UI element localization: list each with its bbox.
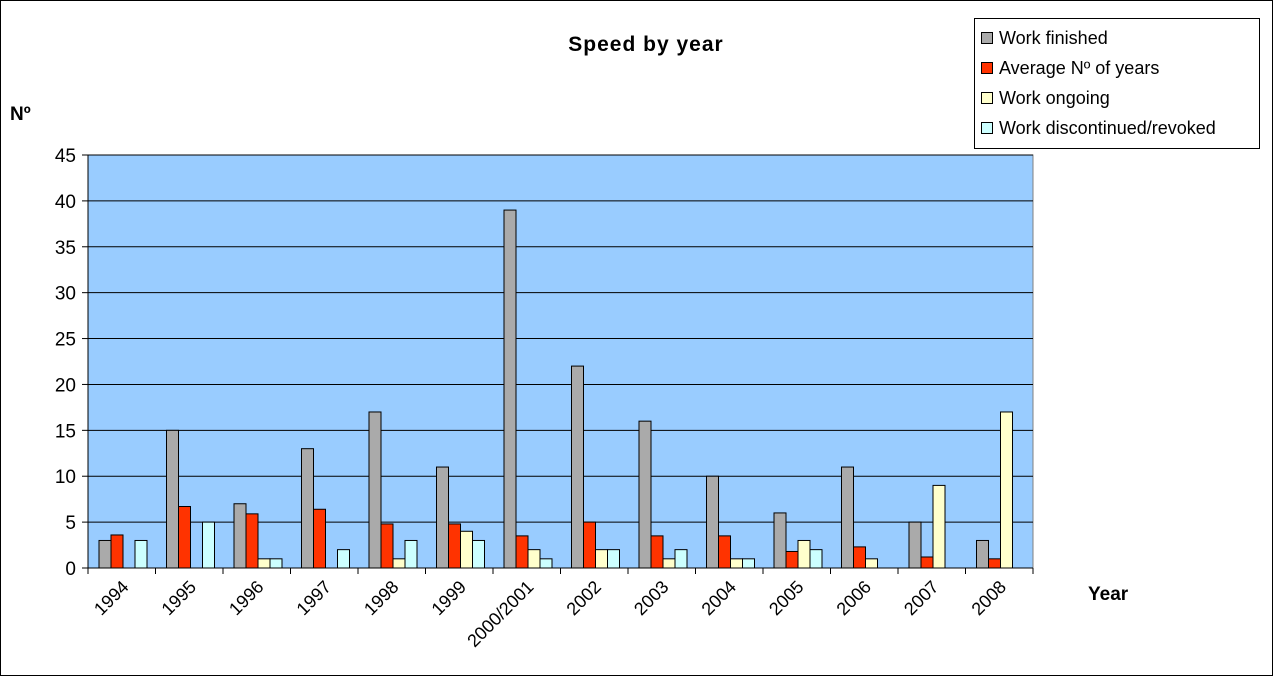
bar — [134, 539, 148, 569]
bar — [571, 365, 584, 569]
legend-swatch — [981, 122, 993, 134]
bar — [920, 556, 934, 569]
bar — [853, 546, 866, 569]
legend-swatch — [981, 92, 993, 104]
bar — [337, 549, 350, 569]
bar — [638, 420, 652, 569]
y-tick-label: 0 — [65, 559, 76, 580]
x-tick-label: 2002 — [563, 577, 605, 619]
bar — [841, 466, 854, 569]
y-axis-label: Nº — [10, 104, 31, 125]
y-tick-label: 15 — [55, 421, 76, 442]
x-tick-label: 2007 — [900, 577, 942, 619]
x-tick-label: 1994 — [90, 577, 132, 619]
x-tick-label: 1997 — [293, 577, 335, 619]
bar — [742, 558, 755, 569]
legend-label: Work finished — [999, 27, 1108, 48]
bar — [595, 549, 608, 569]
bar — [718, 535, 731, 569]
bar — [448, 523, 461, 569]
y-tick-label: 10 — [55, 467, 76, 488]
y-tick-label: 25 — [55, 330, 76, 351]
x-tick-label: 2003 — [630, 577, 672, 619]
x-axis-label: Year — [1088, 584, 1129, 605]
x-tick-label: 1996 — [225, 577, 267, 619]
legend-label: Work discontinued/revoked — [999, 117, 1216, 138]
legend-label: Average Nº of years — [999, 57, 1160, 78]
bar — [865, 558, 878, 569]
x-tick-label: 2005 — [765, 577, 807, 619]
bar — [368, 411, 382, 569]
bar — [662, 558, 676, 569]
bar — [257, 558, 271, 569]
bar — [650, 535, 664, 569]
bar — [908, 521, 922, 569]
legend-swatch — [981, 62, 993, 74]
bar — [797, 539, 811, 569]
chart-title: Speed by year — [568, 33, 723, 56]
y-tick-label: 35 — [55, 238, 76, 259]
y-tick-label: 20 — [55, 375, 76, 396]
bar — [380, 523, 394, 569]
bar — [110, 534, 124, 569]
bar — [607, 549, 620, 569]
x-tick-label: 2008 — [968, 577, 1010, 619]
bar — [976, 539, 989, 569]
legend: Work finished Average Nº of years Work o… — [974, 18, 1260, 149]
bar — [404, 539, 418, 569]
bar — [166, 429, 179, 569]
bar — [269, 558, 283, 569]
bar — [730, 558, 743, 569]
bar — [773, 512, 787, 569]
bar — [674, 549, 688, 569]
bar — [245, 513, 259, 569]
y-tick-label: 30 — [55, 284, 76, 305]
bar — [932, 484, 946, 569]
bar — [301, 448, 314, 569]
bar — [472, 539, 485, 569]
bar — [503, 209, 517, 569]
bar — [460, 530, 473, 569]
x-tick-label: 2004 — [698, 577, 740, 619]
x-tick-label: 1995 — [158, 577, 200, 619]
y-tick-label: 45 — [55, 146, 76, 167]
bar — [706, 475, 719, 569]
plot-background — [87, 154, 1034, 569]
bar — [539, 558, 553, 569]
legend-item-work-discontinued: Work discontinued/revoked — [981, 116, 1216, 140]
bar — [785, 550, 799, 569]
bar — [392, 558, 406, 569]
bar — [515, 535, 529, 569]
legend-swatch — [981, 32, 993, 44]
bar — [436, 466, 449, 569]
legend-item-work-ongoing: Work ongoing — [981, 86, 1110, 110]
bar — [233, 503, 247, 569]
y-tick-label: 5 — [65, 513, 76, 534]
legend-item-work-finished: Work finished — [981, 26, 1108, 50]
x-tick-label: 2000/2001 — [463, 577, 537, 651]
bar — [313, 508, 326, 569]
legend-item-average-years: Average Nº of years — [981, 56, 1159, 80]
bar — [527, 549, 541, 569]
bar — [583, 521, 596, 569]
plot-area: 0 5 10 15 20 25 30 35 40 45 1994 1995 1996 1997 1998 19… — [55, 146, 1034, 651]
bar — [202, 521, 215, 569]
bar — [988, 558, 1001, 569]
bar — [98, 539, 112, 569]
y-tick-label: 40 — [55, 192, 76, 213]
bar — [178, 506, 191, 569]
legend-label: Work ongoing — [999, 87, 1110, 108]
x-tick-label: 1998 — [360, 577, 402, 619]
x-tick-label: 1999 — [428, 577, 470, 619]
x-tick-label: 2006 — [833, 577, 875, 619]
bar — [1000, 411, 1013, 569]
bar — [809, 549, 823, 569]
